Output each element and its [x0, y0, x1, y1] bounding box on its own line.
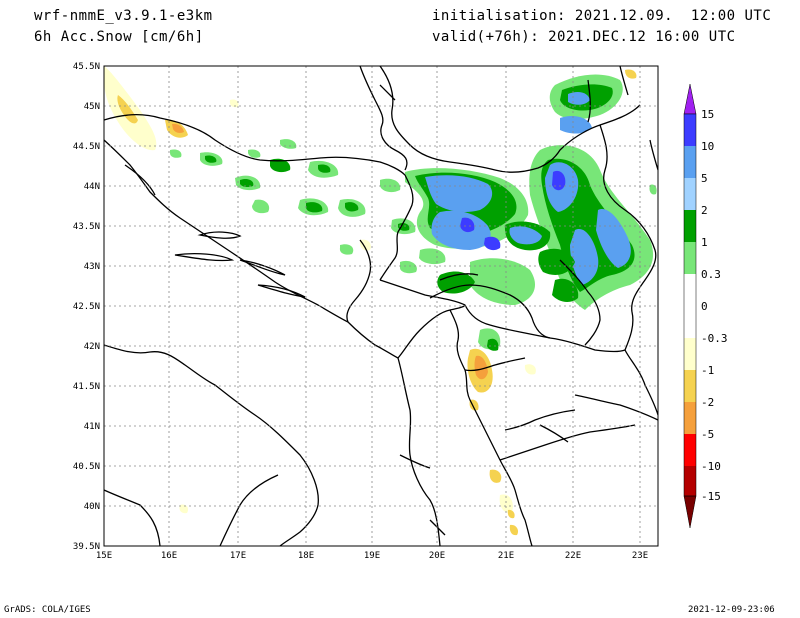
lat-label: 39.5N [73, 542, 100, 552]
legend-label: 2 [701, 204, 708, 217]
legend-swatch [684, 466, 696, 496]
snow-accumulation [170, 74, 657, 351]
map-frame [103, 65, 659, 547]
legend-label: -10 [701, 460, 721, 473]
lon-label: 22E [565, 551, 581, 561]
lon-label: 23E [632, 551, 648, 561]
valid-time: valid(+76h): 2021.DEC.12 16:00 UTC [432, 29, 736, 45]
legend: 15 10 5 2 1 0.3 0 -0.3 -1 -2 -5 -10 -15 [683, 83, 728, 529]
legend-label: -5 [701, 428, 714, 441]
legend-label: 0 [701, 300, 708, 313]
legend-label: 15 [701, 108, 714, 121]
legend-label: -15 [701, 490, 721, 503]
legend-label: -1 [701, 364, 714, 377]
lat-label: 41.5N [73, 382, 100, 392]
lon-label: 18E [298, 551, 314, 561]
legend-swatch [684, 210, 696, 242]
legend-label: 10 [701, 140, 714, 153]
lat-label: 44.5N [73, 142, 100, 152]
lon-label: 17E [230, 551, 246, 561]
legend-top-arrow [683, 83, 697, 115]
init-time: initialisation: 2021.12.09. 12:00 UTC [432, 8, 772, 24]
lon-label: 20E [429, 551, 445, 561]
snow-melt [104, 66, 637, 536]
variable-title: 6h Acc.Snow [cm/6h] [34, 29, 204, 45]
legend-label: -0.3 [701, 332, 728, 345]
legend-swatch [684, 434, 696, 466]
lat-label: 45.5N [73, 62, 100, 72]
legend-swatch [684, 178, 696, 210]
legend-bottom-arrow [683, 495, 697, 529]
lat-label: 42.5N [73, 302, 100, 312]
borders [103, 65, 659, 547]
legend-swatch [684, 274, 696, 338]
legend-swatch [684, 338, 696, 370]
legend-swatch [684, 146, 696, 178]
legend-label: -2 [701, 396, 714, 409]
model-title: wrf-nmmE_v3.9.1-e3km [34, 8, 213, 24]
legend-swatch [684, 370, 696, 402]
lat-label: 43.5N [73, 222, 100, 232]
lat-label: 44N [84, 182, 100, 192]
legend-label: 0.3 [701, 268, 721, 281]
legend-swatch [684, 402, 696, 434]
footer-timestamp: 2021-12-09-23:06 [688, 605, 775, 615]
legend-swatch [684, 242, 696, 274]
lat-label: 42N [84, 342, 100, 352]
lon-label: 19E [364, 551, 380, 561]
legend-label: 1 [701, 236, 708, 249]
legend-label: 5 [701, 172, 708, 185]
footer-credit: GrADS: COLA/IGES [4, 605, 91, 615]
lat-label: 43N [84, 262, 100, 272]
grid [104, 66, 658, 546]
lon-label: 15E [96, 551, 112, 561]
lon-label: 21E [498, 551, 514, 561]
lon-label: 16E [161, 551, 177, 561]
lat-label: 41N [84, 422, 100, 432]
lat-label: 40.5N [73, 462, 100, 472]
lat-label: 40N [84, 502, 100, 512]
legend-swatch [684, 114, 696, 146]
lat-label: 45N [84, 102, 100, 112]
